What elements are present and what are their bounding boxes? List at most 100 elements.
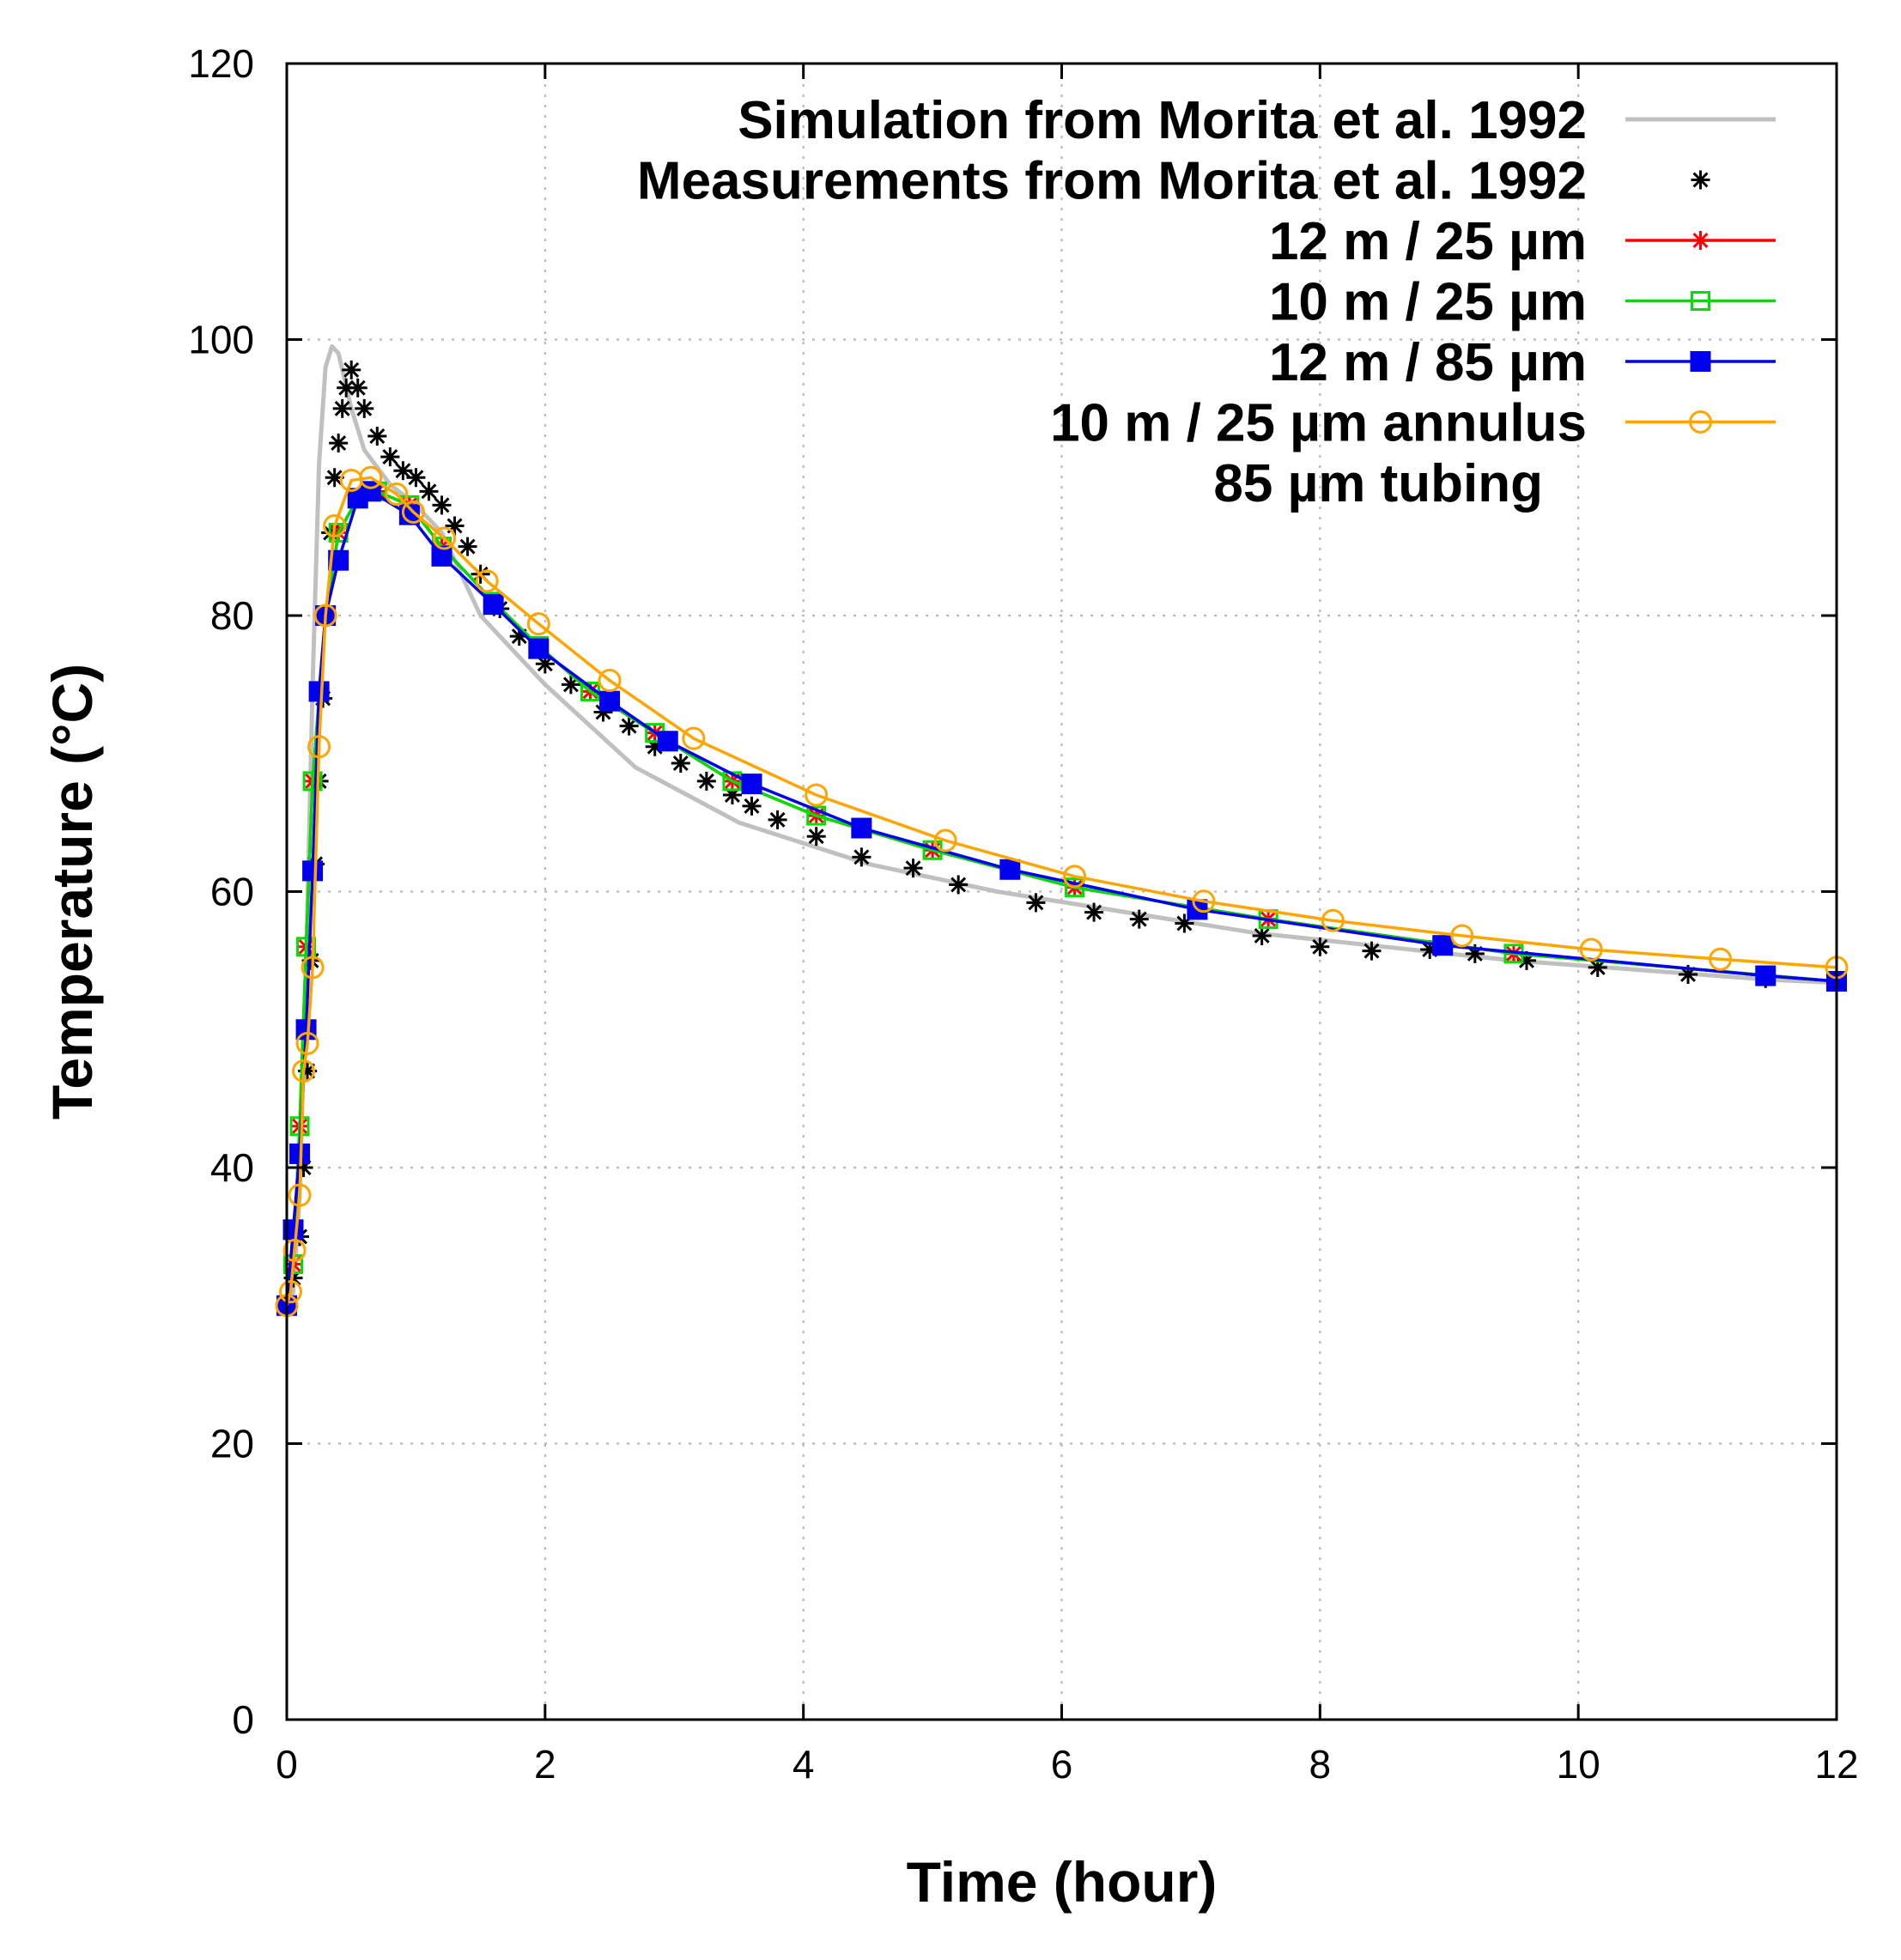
y-tick-label: 80 xyxy=(210,593,254,638)
data-point xyxy=(406,468,426,488)
data-point xyxy=(308,681,330,702)
legend-entry: Simulation from Morita et al. 1992 xyxy=(738,91,1776,150)
data-point xyxy=(933,828,957,853)
y-tick-label: 20 xyxy=(210,1422,254,1466)
data-point xyxy=(458,537,477,556)
data-point xyxy=(433,526,457,550)
data-point xyxy=(393,461,413,481)
data-point xyxy=(696,771,716,791)
legend-marker xyxy=(1689,410,1712,434)
series-5 xyxy=(275,465,1849,1318)
data-point xyxy=(348,378,367,397)
data-point xyxy=(742,796,762,816)
legend-entry: 12 m / 85 µm xyxy=(1269,333,1776,392)
data-point xyxy=(302,860,324,882)
legend-marker xyxy=(1691,231,1710,250)
data-point xyxy=(302,771,323,792)
data-point xyxy=(475,569,499,593)
data-point xyxy=(598,669,622,693)
y-tick-label: 100 xyxy=(188,318,254,362)
y-tick-label: 0 xyxy=(232,1697,254,1742)
data-point xyxy=(323,514,347,538)
series-line xyxy=(285,476,1837,1307)
legend-entry: 10 m / 25 µm xyxy=(1269,273,1776,332)
legend-label: 12 m / 25 µm xyxy=(1269,212,1587,271)
data-point xyxy=(445,516,465,536)
data-point xyxy=(806,827,826,847)
data-point xyxy=(852,847,872,867)
data-point xyxy=(1192,889,1216,913)
data-point xyxy=(329,434,349,453)
x-tick-label: 0 xyxy=(276,1742,298,1787)
data-point xyxy=(367,427,387,446)
data-point xyxy=(401,500,425,524)
x-tick-label: 4 xyxy=(793,1742,815,1787)
plot-series xyxy=(275,344,1849,1318)
data-point xyxy=(1362,941,1382,961)
data-point xyxy=(1310,937,1330,956)
data-point xyxy=(526,612,550,636)
data-point xyxy=(380,447,400,467)
data-point xyxy=(332,398,352,418)
data-point xyxy=(282,1238,307,1262)
legend-label: Measurements from Morita et al. 1992 xyxy=(637,152,1587,211)
data-point xyxy=(657,731,678,752)
data-point xyxy=(903,859,923,878)
data-point xyxy=(768,810,787,829)
data-point xyxy=(528,638,550,659)
data-point xyxy=(1450,924,1474,948)
data-point xyxy=(682,726,706,750)
x-tick-label: 2 xyxy=(534,1742,556,1787)
data-point xyxy=(295,1031,319,1055)
y-tick-label: 40 xyxy=(210,1145,254,1190)
data-point xyxy=(313,604,337,628)
legend-label: 10 m / 25 µm xyxy=(1269,273,1587,332)
x-tick-label: 6 xyxy=(1051,1742,1073,1787)
grid-lines xyxy=(287,64,1837,1720)
data-point xyxy=(1755,965,1776,986)
data-point xyxy=(419,482,439,501)
data-point xyxy=(999,859,1021,880)
data-point xyxy=(296,937,317,957)
legend-label: 12 m / 85 µm xyxy=(1269,333,1587,392)
data-point xyxy=(619,716,639,736)
data-point xyxy=(949,875,969,895)
legend: Simulation from Morita et al. 1992Measur… xyxy=(637,91,1776,513)
data-point xyxy=(1588,957,1607,977)
legend-label: 10 m / 25 µm annulus xyxy=(1050,394,1587,453)
x-tick-label: 12 xyxy=(1814,1742,1858,1787)
series-1 xyxy=(277,360,1776,1315)
data-point xyxy=(385,482,409,507)
data-point xyxy=(301,956,325,980)
data-point xyxy=(279,1280,303,1304)
data-point xyxy=(1709,947,1733,971)
data-point xyxy=(599,690,621,712)
data-point xyxy=(1063,865,1087,889)
legend-entry: Measurements from Morita et al. 1992 xyxy=(637,152,1710,211)
legend-marker xyxy=(1691,170,1710,190)
data-point xyxy=(1321,908,1345,932)
data-point xyxy=(483,594,504,616)
legend-entry: 12 m / 25 µm xyxy=(1269,212,1776,271)
x-tick-label: 8 xyxy=(1309,1742,1332,1787)
data-point xyxy=(851,817,872,839)
data-point xyxy=(1026,893,1046,913)
data-point xyxy=(1084,902,1104,922)
data-point xyxy=(741,774,762,795)
y-tick-label: 120 xyxy=(188,41,254,86)
legend-marker xyxy=(1690,351,1711,372)
x-axis-title: Time (hour) xyxy=(907,1850,1218,1914)
data-point xyxy=(288,1183,312,1207)
data-point xyxy=(1129,909,1149,929)
y-tick-label: 60 xyxy=(210,870,254,914)
data-point xyxy=(432,495,452,515)
data-point xyxy=(307,735,331,759)
data-point xyxy=(1252,925,1272,945)
data-point xyxy=(355,398,374,418)
x-tick-label: 10 xyxy=(1557,1742,1600,1787)
data-point xyxy=(805,783,829,807)
y-axis-title: Temperature (°C) xyxy=(40,664,104,1120)
